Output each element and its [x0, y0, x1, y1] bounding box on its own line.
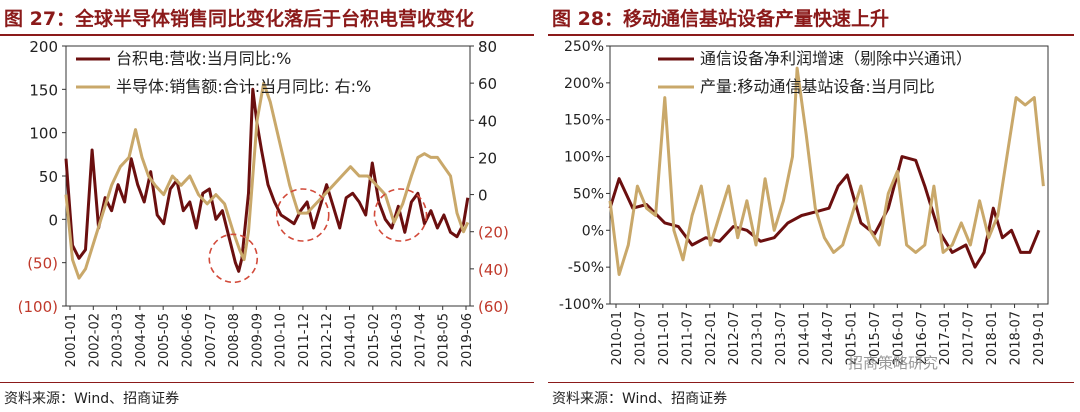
x-axis-tick-label: 2016-03 [390, 313, 405, 367]
x-axis-tick-label: 2015-07 [868, 311, 883, 365]
right-source-note: 资料来源：Wind、招商证券 [552, 391, 728, 407]
y-axis-tick-label: 50% [573, 186, 604, 202]
y-axis-tick-label: 100% [564, 150, 604, 166]
x-axis-tick-label: 2013-01 [751, 311, 766, 365]
left-axis-tick-label: 0 [48, 211, 58, 229]
x-axis-tick-label: 2015-02 [367, 313, 382, 367]
x-axis-tick-label: 2015-01 [844, 311, 859, 365]
x-axis-tick-label: 2016-01 [891, 311, 906, 365]
annotation-circle [275, 188, 330, 242]
right-axis-tick-label: 20 [478, 149, 497, 167]
legend-label: 台积电:营收:当月同比:% [116, 49, 291, 68]
x-axis-tick-label: 2010-07 [633, 311, 648, 365]
x-axis-tick-label: 2009-09 [250, 313, 265, 367]
x-axis-tick-label: 2014-07 [821, 311, 836, 365]
x-axis-tick-label: 2016-07 [915, 311, 930, 365]
y-axis-tick-label: 150% [564, 113, 604, 129]
left-axis-tick-label: 100 [29, 125, 58, 143]
right-axis-tick-label: 40 [478, 112, 497, 130]
y-axis-tick-label: -50% [568, 260, 604, 276]
x-axis-tick-label: 2013-07 [774, 311, 789, 365]
left-axis-tick-label: (50) [27, 255, 58, 273]
right-chart-title: 图 28：移动通信基站设备产量快速上升 [552, 8, 890, 30]
series-line-tsmc [64, 87, 470, 273]
x-axis-tick-label: 2012-12 [320, 313, 335, 367]
x-axis-tick-label: 2018-07 [1009, 311, 1024, 365]
x-axis-tick-label: 2011-12 [297, 313, 312, 367]
y-axis-tick-label: -100% [559, 297, 604, 313]
x-axis-tick-label: 2017-04 [413, 313, 428, 367]
x-axis-tick-label: 2012-07 [727, 311, 742, 365]
right-axis-tick-label: 0 [478, 187, 488, 205]
right-axis-tick-label: 60 [478, 75, 497, 93]
left-axis-tick-label: 50 [39, 168, 58, 186]
x-axis-tick-label: 2010-10 [274, 313, 289, 367]
left-chart-title: 图 27：全球半导体销售同比变化落后于台积电营收变化 [4, 8, 475, 30]
right-axis-tick-label: (20) [478, 224, 509, 242]
right-axis-tick-label: (40) [478, 261, 509, 279]
x-axis-tick-label: 2012-01 [704, 311, 719, 365]
series-line-net-profit [608, 155, 1041, 269]
left-title-rule [0, 34, 534, 36]
left-axis-tick-label: 150 [29, 81, 58, 99]
x-axis-tick-label: 2014-01 [798, 311, 813, 365]
x-axis-tick-label: 2008-08 [227, 313, 242, 367]
right-title-rule [548, 34, 1074, 36]
y-axis-tick-label: 200% [564, 76, 604, 92]
annotation-circle [373, 188, 428, 242]
x-axis-tick-label: 2004-04 [134, 313, 149, 367]
left-bottom-rule [0, 382, 534, 383]
x-axis-tick-label: 2002-02 [87, 313, 102, 367]
watermark-text: 招商策略研究 [848, 354, 939, 372]
x-axis-tick-label: 2019-06 [460, 313, 475, 367]
legend-label: 通信设备净利润增速（剔除中兴通讯） [700, 49, 972, 68]
plot-frame [609, 45, 1049, 305]
legend-label: 半导体:销售额:合计:当月同比: 右:% [116, 77, 371, 96]
x-axis-tick-label: 2005-05 [157, 313, 172, 367]
x-axis-tick-label: 2003-03 [111, 313, 126, 367]
y-axis-tick-label: 0% [582, 223, 604, 239]
right-chart-panel: 图 28：移动通信基站设备产量快速上升 250% 200% 150% 100% 50% 0… [548, 0, 1080, 412]
left-source-note: 资料来源：Wind、招商证券 [4, 391, 180, 407]
right-axis-tick-label: (60) [478, 298, 509, 316]
legend-label: 产量:移动通信基站设备:当月同比 [700, 77, 935, 96]
left-axis-tick-label: (100) [18, 298, 58, 316]
left-axis-tick-label: 200 [29, 38, 58, 56]
left-chart-svg: 200150100500(50)(100)806040200(20)(40)(6… [18, 38, 509, 367]
x-axis-tick-label: 2001-01 [64, 313, 79, 367]
series-line-base-station [608, 66, 1045, 276]
x-axis-tick-label: 2017-01 [938, 311, 953, 365]
x-axis-tick-label: 2018-01 [985, 311, 1000, 365]
x-axis-tick-label: 2019-01 [1032, 311, 1047, 365]
x-axis-tick-label: 2011-01 [657, 311, 672, 365]
x-axis-tick-label: 2017-07 [962, 311, 977, 365]
x-axis-tick-label: 2011-07 [680, 311, 695, 365]
right-chart-svg: 250% 200% 150% 100% 50% 0% -50% -100% 2010-01 201… [559, 39, 1049, 365]
left-chart-panel: 图 27：全球半导体销售同比变化落后于台积电营收变化 200 150 100 50 0(… [0, 8, 534, 407]
right-bottom-rule [548, 382, 1074, 383]
y-axis-tick-label: 250% [564, 39, 604, 55]
right-axis-tick-label: 80 [478, 38, 497, 56]
x-axis-tick-label: 2007-07 [204, 313, 219, 367]
x-axis-tick-label: 2018-05 [437, 313, 452, 367]
x-axis-tick-label: 2010-01 [610, 311, 625, 365]
series-line-semiconductor [64, 81, 470, 280]
x-axis-tick-label: 2006-06 [180, 313, 195, 367]
x-axis-tick-label: 2014-01 [344, 313, 359, 367]
